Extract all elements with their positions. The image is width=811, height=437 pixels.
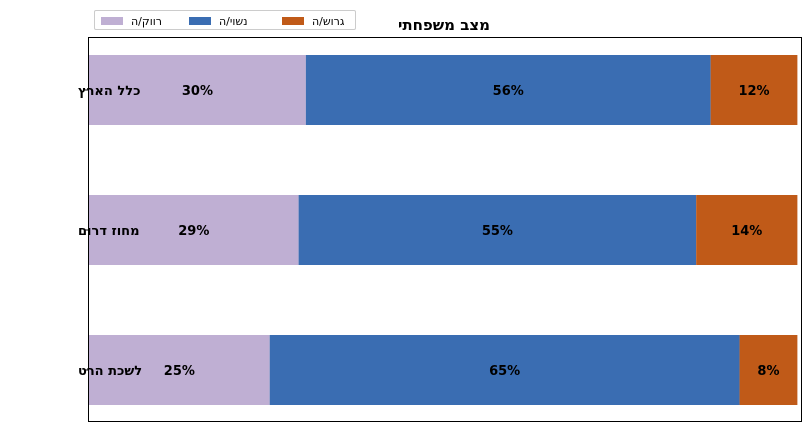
data-label-married-0: 56% bbox=[493, 84, 524, 99]
bars-group: 30% 56% 12% 29% 55% 14% 25% 65% 8% bbox=[89, 55, 798, 405]
y-tick-labels: כלל הארץ מחוז דרום לשכת הרט bbox=[78, 84, 142, 379]
bar-married-0 bbox=[305, 55, 711, 125]
bar-married-2 bbox=[269, 335, 740, 405]
bar-single-1 bbox=[89, 195, 299, 265]
data-label-divorced-1: 14% bbox=[731, 224, 762, 239]
legend-label-single: רווק/ה bbox=[131, 14, 162, 28]
chart-title: מצב משפחתי bbox=[398, 16, 490, 34]
bar-divorced-1 bbox=[696, 195, 798, 265]
data-label-divorced-0: 12% bbox=[738, 84, 769, 99]
data-label-single-2: 25% bbox=[164, 364, 195, 379]
data-label-married-2: 65% bbox=[489, 364, 520, 379]
bar-married-1 bbox=[298, 195, 697, 265]
chart-legend: רווק/ה נשוי/ה גרוש/ה bbox=[94, 10, 356, 30]
data-label-single-1: 29% bbox=[178, 224, 209, 239]
y-tick-label-0: כלל הארץ bbox=[78, 84, 140, 99]
legend-item-divorced: גרוש/ה bbox=[282, 14, 344, 28]
legend-item-single: רווק/ה bbox=[101, 14, 162, 28]
data-label-married-1: 55% bbox=[482, 224, 513, 239]
data-label-divorced-2: 8% bbox=[757, 364, 779, 379]
legend-swatch-divorced bbox=[282, 17, 304, 25]
data-label-single-0: 30% bbox=[182, 84, 213, 99]
bar-divorced-0 bbox=[710, 55, 798, 125]
bar-single-0 bbox=[89, 55, 306, 125]
legend-label-divorced: גרוש/ה bbox=[312, 14, 345, 28]
y-tick-label-2: לשכת הרט bbox=[78, 364, 142, 379]
legend-swatch-married bbox=[189, 17, 211, 25]
legend-swatch-single bbox=[101, 17, 123, 25]
y-tick-label-1: מחוז דרום bbox=[78, 224, 140, 239]
bar-divorced-2 bbox=[739, 335, 798, 405]
bar-single-2 bbox=[89, 335, 270, 405]
legend-item-married: נשוי/ה bbox=[189, 14, 248, 28]
legend-label-married: נשוי/ה bbox=[219, 14, 248, 28]
plot-frame bbox=[88, 37, 802, 422]
